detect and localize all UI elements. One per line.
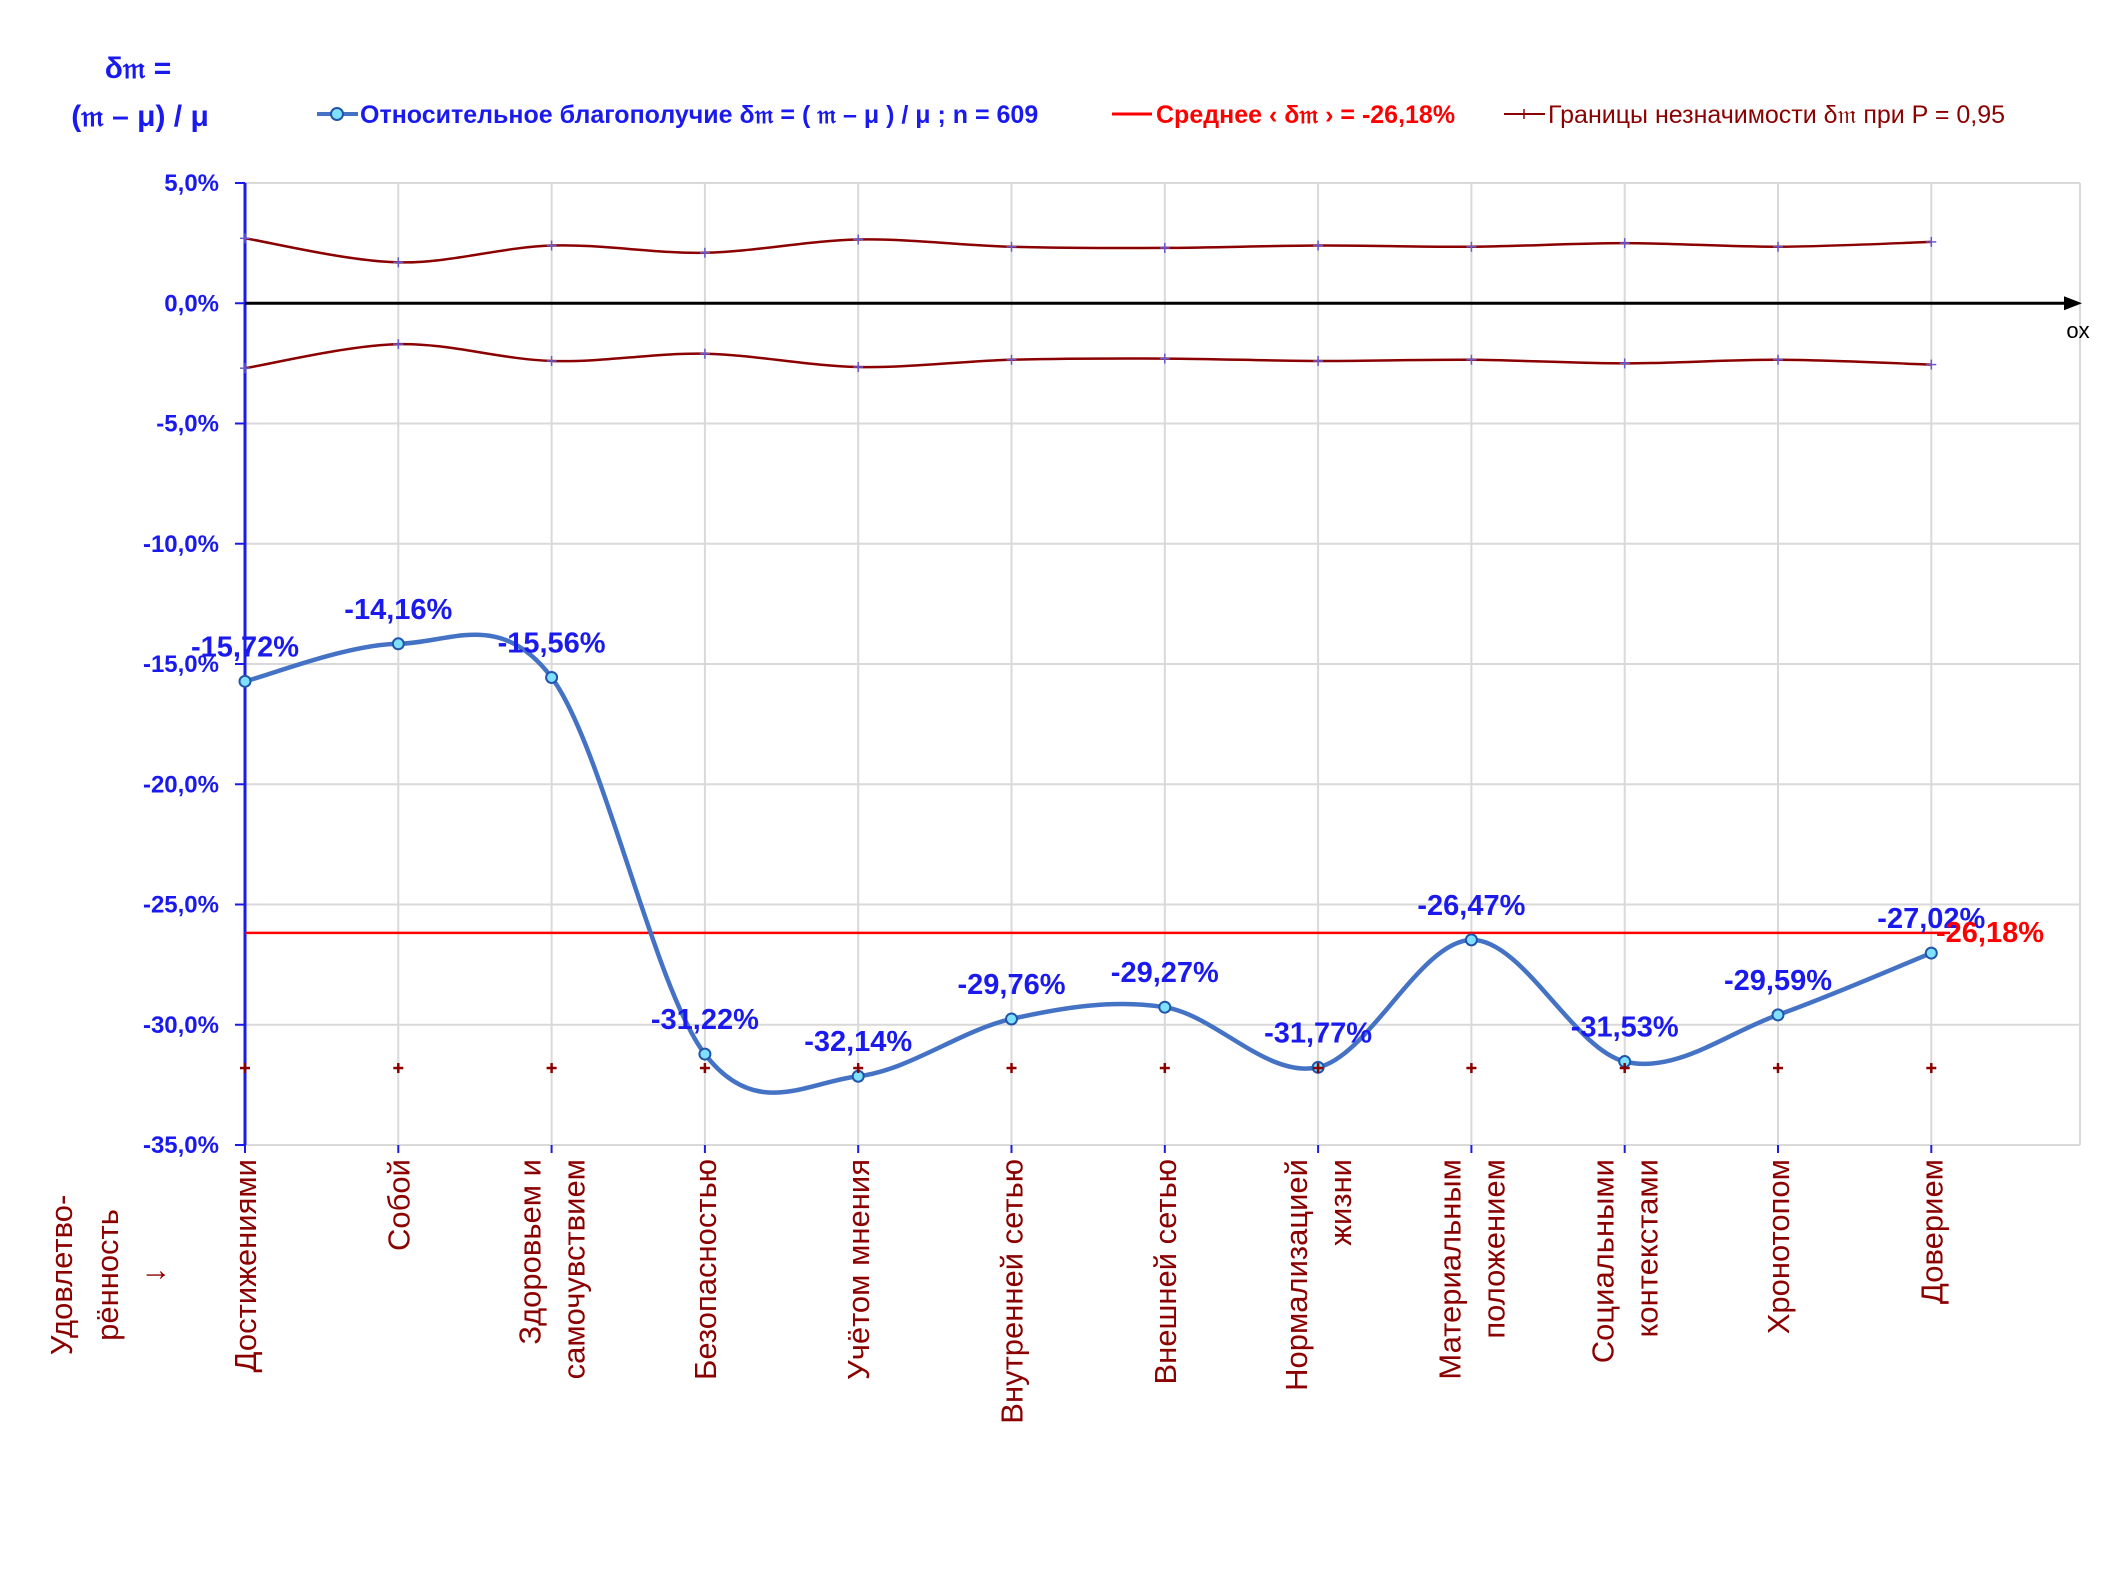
y-tick-label: -5,0% [156,411,219,438]
category-label: Нормализацией жизни [1279,1159,1358,1391]
data-point [1924,946,1938,960]
legend-item-bounds: + Границы незначимости δ𝔪 при P = 0,95 [1504,101,2005,129]
data-label: -15,72% [191,631,299,663]
axes [235,182,2082,1153]
significance-bounds [240,233,1937,374]
y-tick-label: -25,0% [143,892,219,919]
x-axis-title-line2: рённость [90,1209,125,1341]
data-point [1771,1008,1785,1022]
y-tick-label: -30,0% [143,1012,219,1039]
x-axis-title: Удовлетво- рённость ↓ [44,1195,171,1356]
category-label: Доверием [1914,1159,1949,1304]
legend-main-label: Относительное благополучие δ𝔪 = ( 𝔪 – μ … [360,101,1038,129]
y-tick-label: -10,0% [143,531,219,558]
legend: Относительное благополучие δ𝔪 = ( 𝔪 – μ … [317,101,2005,129]
category-label-line: Материальным [1432,1159,1467,1380]
category-label-line: Собой [381,1159,416,1251]
category-label-line: Нормализацией [1279,1159,1314,1391]
category-label-line: Доверием [1914,1159,1949,1304]
data-point [238,674,252,688]
y-axis-title-line1: δ𝔪 = [105,52,172,85]
data-point [1158,1000,1172,1014]
y-tick-label: 5,0% [164,170,219,197]
legend-item-mean: Среднее ‹ δ𝔪 › = -26,18% [1112,101,1455,129]
y-tick-labels: 5,0% 0,0% -5,0% -10,0% -15,0% -20,0% -25,0% -30… [143,170,219,1159]
data-label: -26,47% [1417,890,1525,922]
category-label-line: Безопасностью [688,1159,723,1380]
category-label-line: жизни [1323,1159,1358,1246]
mean-value-label: -26,18% [1936,917,2044,949]
data-label: -14,16% [344,594,452,626]
category-label: Хронотопом [1761,1159,1796,1334]
x-axis-title-arrow: ↓ [136,1267,171,1283]
y-axis-title-line2: (𝔪 – μ) / μ [71,100,209,133]
category-label-line: Здоровьем и [513,1159,548,1345]
category-label-line: Социальными [1586,1159,1621,1363]
zero-axis-arrow [2064,296,2082,311]
category-label-line: положением [1476,1159,1511,1339]
category-label: Социальными контекстами [1586,1159,1665,1363]
category-label-line: Хронотопом [1761,1159,1796,1334]
data-point [1005,1012,1018,1026]
data-label: -29,27% [1111,957,1219,989]
category-label: Внутренней сетью [995,1159,1030,1424]
category-label-line: самочувствием [557,1159,592,1379]
category-label-line: Внутренней сетью [995,1159,1030,1424]
category-label: Здоровьем и самочувствием [513,1159,592,1379]
category-label-line: Достижениями [228,1159,263,1372]
legend-mean-label: Среднее ‹ δ𝔪 › = -26,18% [1156,101,1455,129]
data-point [1464,933,1478,947]
x-axis-end-label: ox [2066,318,2089,343]
y-tick-label: -20,0% [143,771,219,798]
data-label: -29,76% [957,969,1065,1001]
category-label: Безопасностью [688,1159,723,1380]
grid [244,182,2081,1146]
data-label: -29,59% [1724,965,1832,997]
data-point [698,1047,712,1061]
data-label: -15,56% [498,627,606,659]
legend-main-marker [330,107,344,121]
data-label: -32,14% [804,1026,912,1058]
x-axis-title-line1: Удовлетво- [44,1195,79,1356]
category-label-line: контекстами [1630,1159,1665,1338]
category-label: Собой [381,1159,416,1251]
bound-line-upper [244,237,1932,264]
category-label-line: Внешней сетью [1148,1159,1183,1385]
category-labels: Достижениями Собой Здоровьем и самочувствие… [228,1159,1949,1424]
category-label: Внешней сетью [1148,1159,1183,1385]
data-label: -31,53% [1571,1012,1679,1044]
data-label: -27,02% [1877,903,1985,935]
category-label: Достижениями [228,1159,263,1372]
legend-bounds-label: Границы незначимости δ𝔪 при P = 0,95 [1548,101,2005,129]
y-tick-label: -35,0% [143,1132,219,1159]
baseline-markers [240,1063,1937,1074]
y-tick-label: 0,0% [164,290,219,317]
y-tick-label: -15,0% [143,651,219,678]
data-labels: -15,72% -14,16% -15,56% -31,22% -32,14% -29,7… [191,594,1986,1058]
data-point [391,637,405,651]
legend-item-main: Относительное благополучие δ𝔪 = ( 𝔪 – μ … [317,101,1038,129]
data-label: -31,77% [1264,1017,1372,1049]
category-label: Учётом мнения [841,1159,876,1380]
legend-bounds-marker: + [1518,104,1530,126]
bound-line-lower [244,342,1932,370]
data-point [545,670,559,684]
main-series [238,632,1938,1095]
category-label-line: Учётом мнения [841,1159,876,1380]
data-label: -31,22% [651,1004,759,1036]
category-label: Материальным положением [1432,1159,1511,1380]
